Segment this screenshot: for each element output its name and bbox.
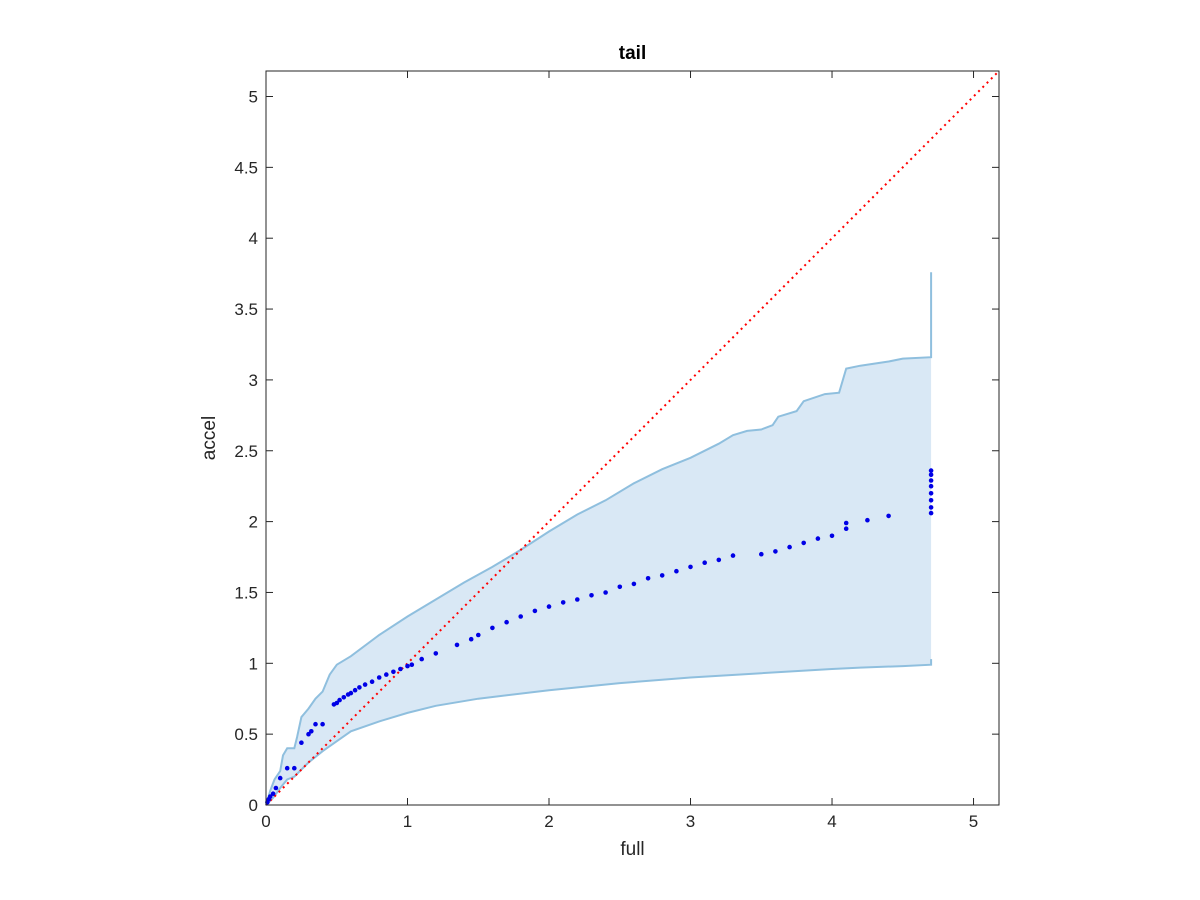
- data-point: [575, 597, 580, 602]
- data-point: [341, 695, 347, 700]
- data-point: [409, 662, 415, 667]
- data-point: [843, 520, 849, 526]
- data-point: [730, 553, 736, 558]
- data-point: [659, 573, 665, 578]
- data-point: [362, 682, 368, 687]
- y-tick-label: 4: [249, 229, 258, 248]
- data-points: [265, 468, 934, 805]
- x-tick-label: 2: [544, 812, 553, 831]
- data-point: [309, 729, 314, 734]
- data-point: [352, 687, 358, 693]
- x-tick-label: 1: [403, 812, 412, 831]
- data-point: [306, 731, 311, 737]
- y-tick-label: 2.5: [234, 442, 258, 461]
- x-tick-label: 3: [686, 812, 695, 831]
- data-point: [928, 510, 934, 516]
- data-point: [928, 505, 934, 510]
- tick-marks: [265, 71, 999, 806]
- x-tick-label: 5: [969, 812, 978, 831]
- data-point: [398, 666, 403, 672]
- band-fill: [266, 272, 932, 805]
- data-point: [716, 557, 722, 563]
- data-point: [267, 794, 273, 799]
- data-point: [369, 679, 375, 684]
- data-point: [490, 625, 495, 631]
- data-point: [419, 656, 425, 662]
- y-tick-label: 0.5: [234, 725, 258, 744]
- data-point: [273, 785, 279, 791]
- data-point: [928, 491, 934, 496]
- data-point: [928, 498, 934, 503]
- data-point: [337, 697, 342, 703]
- y-tick-label: 4.5: [234, 158, 258, 177]
- data-point: [787, 544, 792, 550]
- data-point: [299, 740, 304, 745]
- band-upper-edge: [265, 272, 933, 806]
- data-point: [532, 608, 538, 614]
- data-point: [773, 549, 778, 554]
- data-point: [886, 513, 891, 519]
- data-point: [603, 590, 608, 595]
- identity-line: [265, 70, 1000, 806]
- data-point: [334, 700, 340, 706]
- data-point: [674, 568, 679, 574]
- data-point: [865, 517, 870, 523]
- data-point: [357, 685, 362, 690]
- x-tick-label: 4: [827, 812, 836, 831]
- data-point: [433, 651, 439, 656]
- confidence-band: [265, 272, 933, 806]
- data-point: [376, 675, 382, 680]
- data-point: [292, 765, 297, 771]
- data-point: [759, 551, 764, 557]
- x-axis-label: full: [620, 839, 644, 860]
- y-tick-label: 3: [249, 371, 258, 390]
- y-tick-label: 1.5: [234, 583, 258, 602]
- y-tick-label: 5: [249, 88, 258, 107]
- data-point: [476, 632, 481, 638]
- data-point: [384, 672, 389, 677]
- data-point: [560, 600, 566, 605]
- data-point: [270, 791, 276, 796]
- data-point: [391, 669, 396, 675]
- chart-title: tail: [619, 43, 646, 64]
- y-tick-label: 3.5: [234, 300, 258, 319]
- data-point: [702, 560, 707, 565]
- data-point: [348, 690, 354, 696]
- data-point: [284, 765, 290, 771]
- data-point: [829, 533, 835, 539]
- data-point: [645, 576, 651, 581]
- y-tick-label: 0: [249, 796, 258, 815]
- data-point: [518, 614, 523, 619]
- x-tick-label: 0: [261, 812, 270, 831]
- band-lower-edge: [265, 659, 933, 806]
- data-point: [928, 478, 934, 483]
- data-point: [454, 642, 460, 648]
- data-point: [589, 593, 594, 598]
- y-axis-label: accel: [199, 416, 220, 460]
- y-tick-label: 2: [249, 513, 258, 532]
- data-point: [468, 636, 474, 642]
- data-point: [843, 526, 849, 531]
- axes: [265, 70, 1000, 806]
- data-point: [688, 564, 693, 570]
- data-point: [928, 468, 934, 473]
- data-point: [313, 721, 318, 727]
- data-point: [504, 619, 509, 625]
- data-point: [320, 721, 325, 727]
- data-point: [815, 536, 821, 541]
- data-point: [928, 483, 934, 489]
- data-point: [277, 775, 283, 781]
- plot-frame: [265, 70, 1000, 806]
- data-point: [928, 472, 934, 478]
- data-point: [631, 581, 637, 587]
- data-point: [405, 663, 410, 669]
- data-point: [546, 604, 552, 609]
- reference-line: [265, 70, 1000, 806]
- data-point: [617, 584, 623, 590]
- y-tick-label: 1: [249, 654, 258, 673]
- data-point: [801, 540, 806, 546]
